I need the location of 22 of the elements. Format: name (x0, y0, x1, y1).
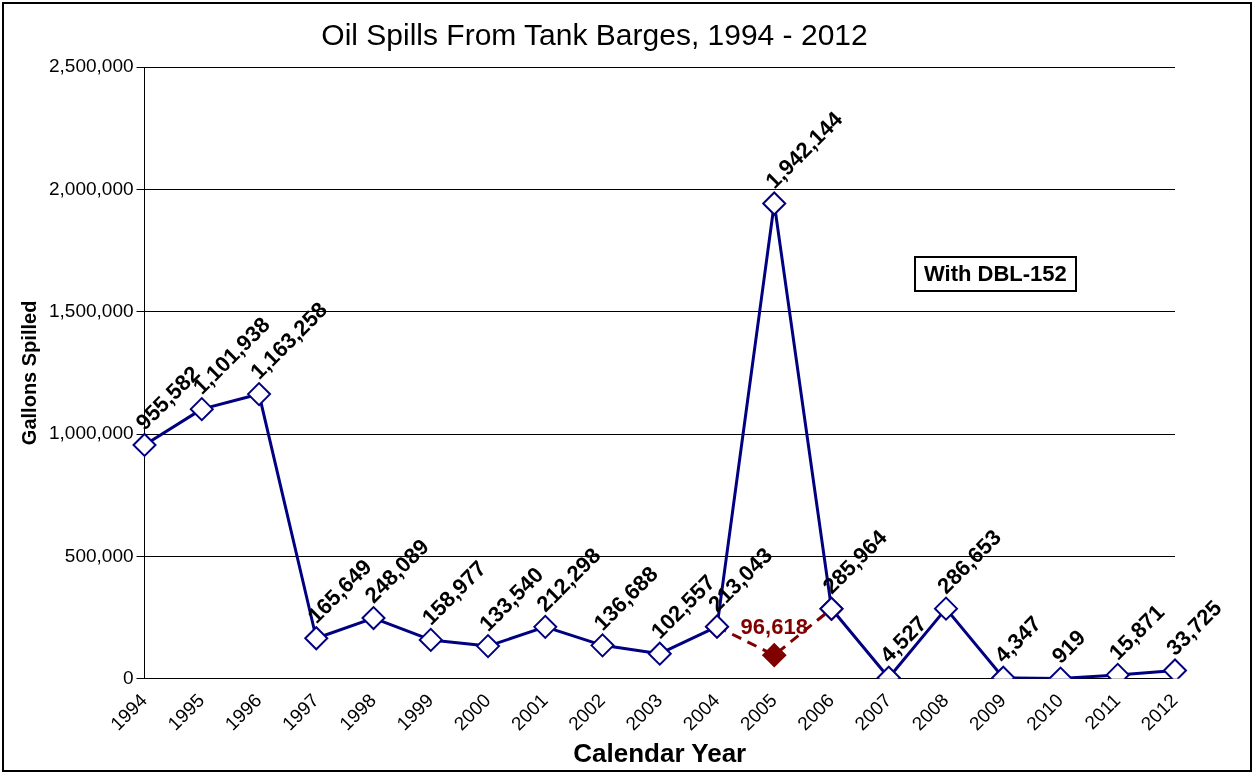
point (304, 626, 329, 651)
y-tick-label: 2,500,000 (48, 55, 134, 77)
y-tick-label: 1,000,000 (48, 422, 134, 444)
annotation: With DBL-152 (914, 256, 1077, 292)
point (132, 432, 157, 457)
y-tick-label: 500,000 (64, 544, 134, 566)
data-label: 919 (1046, 624, 1091, 669)
point (418, 627, 443, 652)
data-label: 96,618 (740, 614, 808, 640)
x-axis-title: Calendar Year (573, 737, 747, 768)
point (934, 596, 959, 621)
point (590, 633, 615, 658)
point (476, 634, 501, 659)
y-tick-label: 2,000,000 (48, 177, 134, 199)
point (1163, 658, 1187, 679)
y-axis-title: Gallons Spilled (17, 300, 40, 446)
y-tick-label: 1,500,000 (48, 299, 134, 321)
y-tick-label: 0 (122, 667, 134, 689)
chart-title: Oil Spills From Tank Barges, 1994 - 2012 (321, 18, 868, 52)
point (762, 643, 787, 668)
point (647, 641, 672, 666)
point (762, 191, 787, 216)
